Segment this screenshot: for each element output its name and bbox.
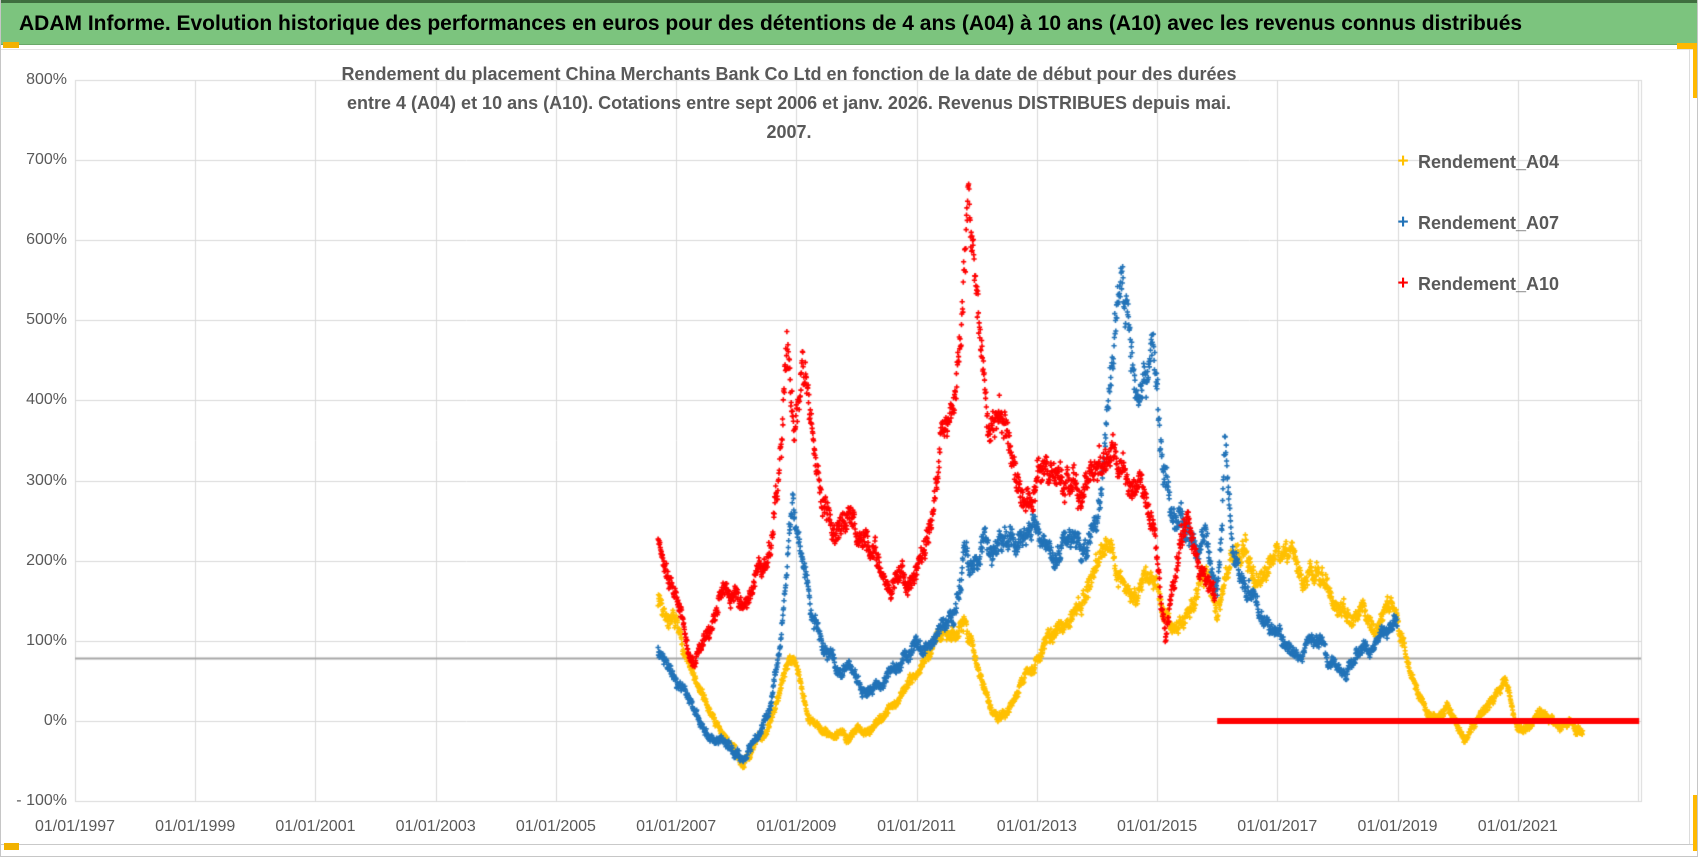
x-tick-label: 01/01/2015 [1117,818,1198,835]
y-tick-label: 0% [43,711,67,729]
x-tick-label: 01/01/2017 [1237,818,1318,835]
y-tick-label: 700% [26,151,67,169]
legend-label: Rendement_A04 [1418,151,1560,172]
x-tick-label: 01/01/1997 [34,818,116,835]
x-tick-label: 01/01/2021 [1477,818,1558,835]
chart-title: Rendement du placement China Merchants B… [328,60,1250,147]
sheet-boundary-line [1,844,1697,845]
selection-corner-top-right-vertical [1693,43,1697,98]
legend-item-rendement_a10[interactable]: + Rendement_A10 [1394,272,1559,296]
y-tick-label: 100% [26,631,67,649]
x-tick-label: 01/01/2007 [636,818,717,835]
x-tick-label: 01/01/2001 [275,818,356,835]
x-tick-label: 01/01/2009 [756,818,837,835]
y-tick-label: 200% [26,551,67,569]
legend-item-rendement_a04[interactable]: + Rendement_A04 [1394,150,1559,174]
x-tick-label: 01/01/2013 [996,818,1077,835]
x-tick-label: 01/01/2003 [395,818,476,835]
legend-label: Rendement_A07 [1418,212,1560,233]
chart-title-line2: entre 4 (A04) et 10 ans (A10). Cotations… [347,93,1231,142]
legend-plus-marker-icon: + [1397,273,1409,294]
y-tick-label: 500% [26,311,67,329]
legend-plus-marker-icon: + [1397,212,1409,233]
y-tick-label: 400% [26,391,67,409]
x-tick-label: 01/01/2019 [1357,818,1438,835]
legend-plus-marker-icon: + [1397,151,1409,172]
selection-handle-bottom-left [4,843,19,850]
selection-handle-right-edge [1693,795,1697,851]
chart-object-border [1689,47,1690,844]
x-tick-label: 01/01/1999 [155,818,236,835]
chart-title-line1: Rendement du placement China Merchants B… [341,64,1237,84]
chart-legend: + Rendement_A04 + Rendement_A07 + Rendement_A… [1394,150,1559,333]
selection-corner-top-right [1677,43,1697,49]
legend-item-rendement_a07[interactable]: + Rendement_A07 [1394,211,1559,235]
y-tick-label: 600% [26,231,67,249]
y-tick-label: 300% [26,471,67,489]
y-tick-label: 800% [26,71,67,88]
legend-label: Rendement_A10 [1418,273,1560,294]
y-tick-label: - 100% [16,792,67,809]
x-tick-label: 01/01/2011 [877,818,957,835]
x-tick-label: 01/01/2005 [515,818,596,835]
